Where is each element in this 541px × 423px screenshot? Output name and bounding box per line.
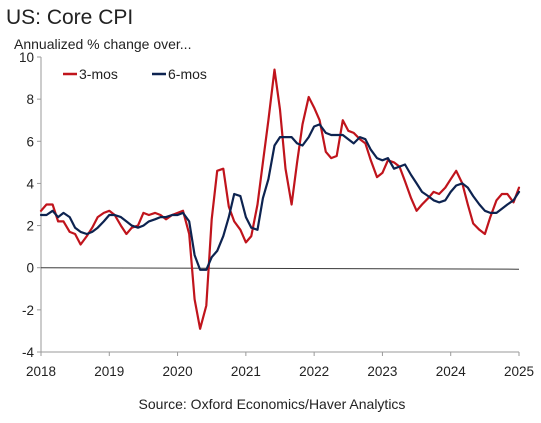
y-tick-label: 4 xyxy=(26,176,34,191)
y-tick-label: 6 xyxy=(26,134,34,149)
x-tick-label: 2021 xyxy=(231,364,261,379)
series-line-3-mos xyxy=(39,68,521,330)
chart-title: US: Core CPI xyxy=(6,6,133,29)
x-tick-label: 2022 xyxy=(299,364,329,379)
chart-subtitle: Annualized % change over... xyxy=(14,36,191,52)
legend: 3-mos 6-mos xyxy=(63,66,207,82)
y-tick-label: 0 xyxy=(26,261,34,276)
y-tick-label: 10 xyxy=(19,50,34,65)
zero-line xyxy=(40,267,520,270)
y-tick-label: 2 xyxy=(26,219,34,234)
x-tick-label: 2024 xyxy=(436,364,467,379)
x-tick-label: 2020 xyxy=(163,364,193,379)
x-tick-label: 2019 xyxy=(94,364,124,379)
source-note: Source: Oxford Economics/Haver Analytics xyxy=(139,396,406,412)
y-tick-label: -2 xyxy=(22,303,34,318)
x-tick-label: 2023 xyxy=(367,364,397,379)
plot-frame xyxy=(40,57,520,353)
y-tick-label: -4 xyxy=(22,345,34,360)
legend-label: 6-mos xyxy=(168,66,207,82)
y-tick-label: 8 xyxy=(26,92,34,107)
series-layer xyxy=(39,68,521,330)
legend-label: 3-mos xyxy=(79,66,118,82)
y-axis: 10 8 6 4 2 0 -2 -4 xyxy=(19,50,41,360)
x-tick-label: 2018 xyxy=(26,364,56,379)
x-axis: 2018 2019 2020 2021 2022 2023 2024 2025 xyxy=(26,352,534,379)
series-line-6-mos xyxy=(39,123,521,271)
x-tick-label: 2025 xyxy=(504,364,534,379)
